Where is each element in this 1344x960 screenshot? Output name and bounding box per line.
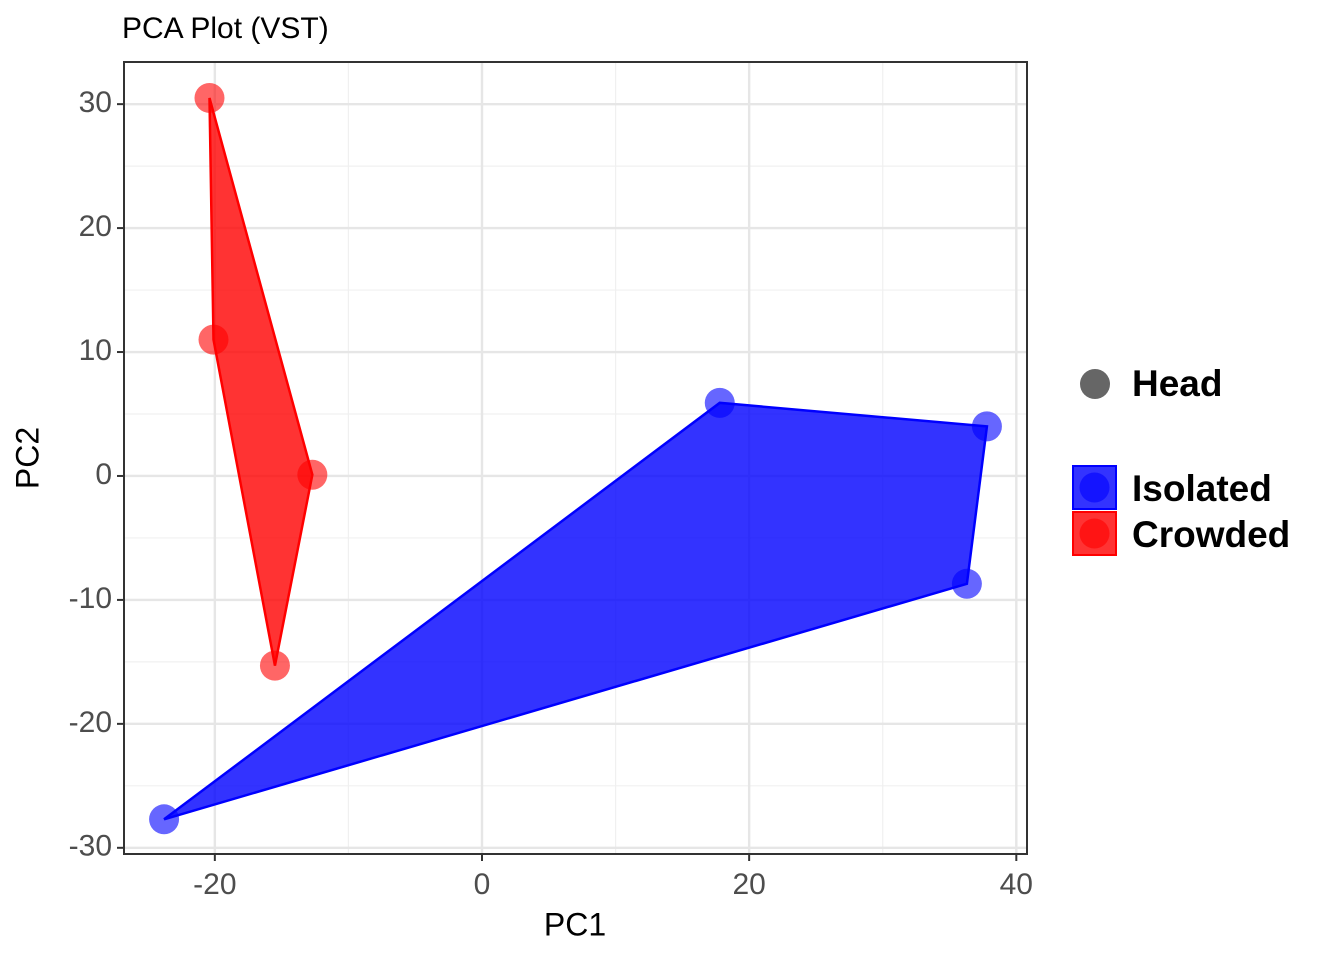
point	[259, 650, 290, 681]
legend-key-point	[1079, 518, 1110, 549]
legend-label: Crowded	[1132, 514, 1290, 555]
y-tick-label: -10	[69, 582, 112, 615]
hull	[208, 97, 314, 666]
y-tick-label: -30	[69, 830, 112, 863]
point	[971, 411, 1002, 442]
point	[149, 804, 180, 835]
y-tick-label: 0	[95, 458, 112, 491]
x-axis-title: PC1	[544, 906, 606, 942]
legend-key-point	[1079, 472, 1110, 503]
y-tick-label: 30	[79, 86, 112, 119]
legend-label: Isolated	[1132, 468, 1272, 509]
x-tick-label: 40	[1000, 868, 1033, 901]
y-tick-label: 20	[79, 210, 112, 243]
point	[194, 82, 225, 113]
x-tick-label: -20	[193, 868, 236, 901]
point	[198, 324, 229, 355]
legend-label: Head	[1132, 363, 1222, 404]
x-tick-label: 0	[474, 868, 491, 901]
point	[297, 459, 328, 490]
panel-border	[123, 61, 1028, 855]
x-tick-label: 20	[732, 868, 765, 901]
y-tick-label: 10	[79, 334, 112, 367]
chart-title: PCA Plot (VST)	[122, 12, 329, 45]
legend-shape	[1080, 369, 1110, 399]
point	[704, 387, 735, 418]
y-tick-label: -20	[69, 706, 112, 739]
point	[951, 568, 982, 599]
y-axis-title: PC2	[9, 427, 45, 489]
